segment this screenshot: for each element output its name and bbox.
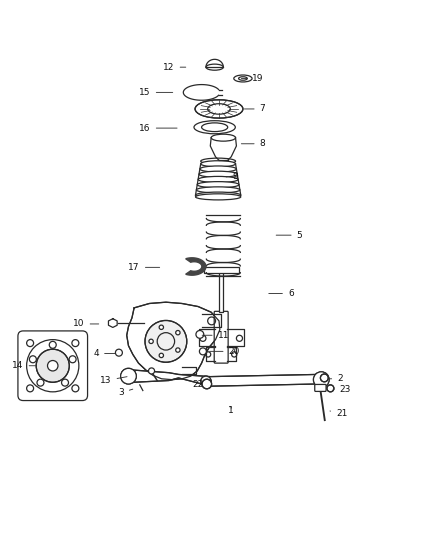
Circle shape xyxy=(176,348,180,352)
Ellipse shape xyxy=(234,75,252,82)
Circle shape xyxy=(36,349,69,382)
Circle shape xyxy=(47,360,58,371)
Ellipse shape xyxy=(195,192,241,198)
Text: 5: 5 xyxy=(276,231,302,240)
Text: 6: 6 xyxy=(269,289,294,298)
Text: 8: 8 xyxy=(241,139,265,148)
Text: 16: 16 xyxy=(139,124,177,133)
Ellipse shape xyxy=(195,194,241,200)
Circle shape xyxy=(62,379,68,386)
Circle shape xyxy=(159,325,163,329)
Ellipse shape xyxy=(201,123,228,132)
Text: 17: 17 xyxy=(128,263,159,272)
Text: 23: 23 xyxy=(333,385,351,394)
Circle shape xyxy=(29,356,36,363)
Polygon shape xyxy=(186,258,206,275)
Ellipse shape xyxy=(198,176,238,182)
Text: 3: 3 xyxy=(118,388,133,397)
Text: 7: 7 xyxy=(244,104,265,114)
Circle shape xyxy=(196,330,204,338)
Circle shape xyxy=(202,379,212,389)
Polygon shape xyxy=(127,302,220,379)
Circle shape xyxy=(176,330,180,335)
Circle shape xyxy=(37,379,44,386)
Text: 11: 11 xyxy=(202,331,229,340)
Ellipse shape xyxy=(197,182,239,188)
Ellipse shape xyxy=(211,134,236,141)
Polygon shape xyxy=(109,319,117,327)
Circle shape xyxy=(149,339,153,344)
Text: 14: 14 xyxy=(12,361,35,370)
Circle shape xyxy=(148,368,155,374)
Circle shape xyxy=(201,376,211,386)
Circle shape xyxy=(120,368,136,384)
Circle shape xyxy=(321,374,328,382)
Ellipse shape xyxy=(201,161,236,167)
Bar xyxy=(219,271,223,312)
Text: 1: 1 xyxy=(228,407,234,416)
Text: 21: 21 xyxy=(330,409,347,418)
Text: 10: 10 xyxy=(73,319,99,328)
Circle shape xyxy=(327,385,334,392)
Circle shape xyxy=(69,356,76,363)
Text: 9: 9 xyxy=(226,172,238,181)
Circle shape xyxy=(159,353,163,358)
Circle shape xyxy=(199,348,206,355)
Ellipse shape xyxy=(196,187,240,193)
Text: 19: 19 xyxy=(241,74,264,83)
FancyBboxPatch shape xyxy=(315,384,326,391)
Circle shape xyxy=(314,372,329,387)
Text: 12: 12 xyxy=(163,63,186,71)
Ellipse shape xyxy=(201,158,236,164)
Bar xyxy=(204,266,239,273)
Text: 22: 22 xyxy=(192,381,204,390)
Text: 20: 20 xyxy=(210,347,240,356)
Text: 2: 2 xyxy=(330,374,343,383)
Circle shape xyxy=(116,349,122,356)
Ellipse shape xyxy=(206,64,223,70)
Text: 15: 15 xyxy=(139,88,173,97)
Circle shape xyxy=(49,341,56,349)
Ellipse shape xyxy=(194,120,235,134)
FancyBboxPatch shape xyxy=(214,311,228,363)
Ellipse shape xyxy=(200,166,237,172)
Circle shape xyxy=(27,340,79,392)
Ellipse shape xyxy=(199,171,237,177)
Text: 13: 13 xyxy=(100,376,127,385)
Polygon shape xyxy=(134,370,323,386)
Circle shape xyxy=(145,320,187,362)
FancyBboxPatch shape xyxy=(18,331,88,400)
Ellipse shape xyxy=(239,77,247,80)
Text: 4: 4 xyxy=(93,349,115,358)
Ellipse shape xyxy=(195,100,243,118)
